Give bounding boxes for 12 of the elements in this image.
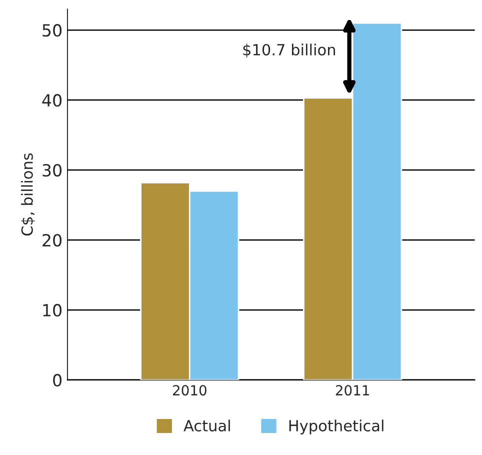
y-tick-label: 20 — [42, 234, 62, 247]
y-axis-title: C$, billions — [21, 153, 35, 236]
y-tick-label: 10 — [43, 304, 62, 317]
legend-label: Actual — [184, 420, 230, 432]
x-tick-label: 2011 — [336, 385, 369, 396]
y-tick-label: 30 — [42, 164, 62, 177]
annotation: $10.7 billion — [243, 44, 335, 58]
y-tick-label: 40 — [42, 94, 62, 107]
y-tick-label: 0 — [53, 374, 62, 386]
y-tick-label: 50 — [42, 24, 62, 37]
x-tick-label: 2010 — [173, 385, 206, 396]
legend-label: Hypothetical — [289, 420, 384, 434]
